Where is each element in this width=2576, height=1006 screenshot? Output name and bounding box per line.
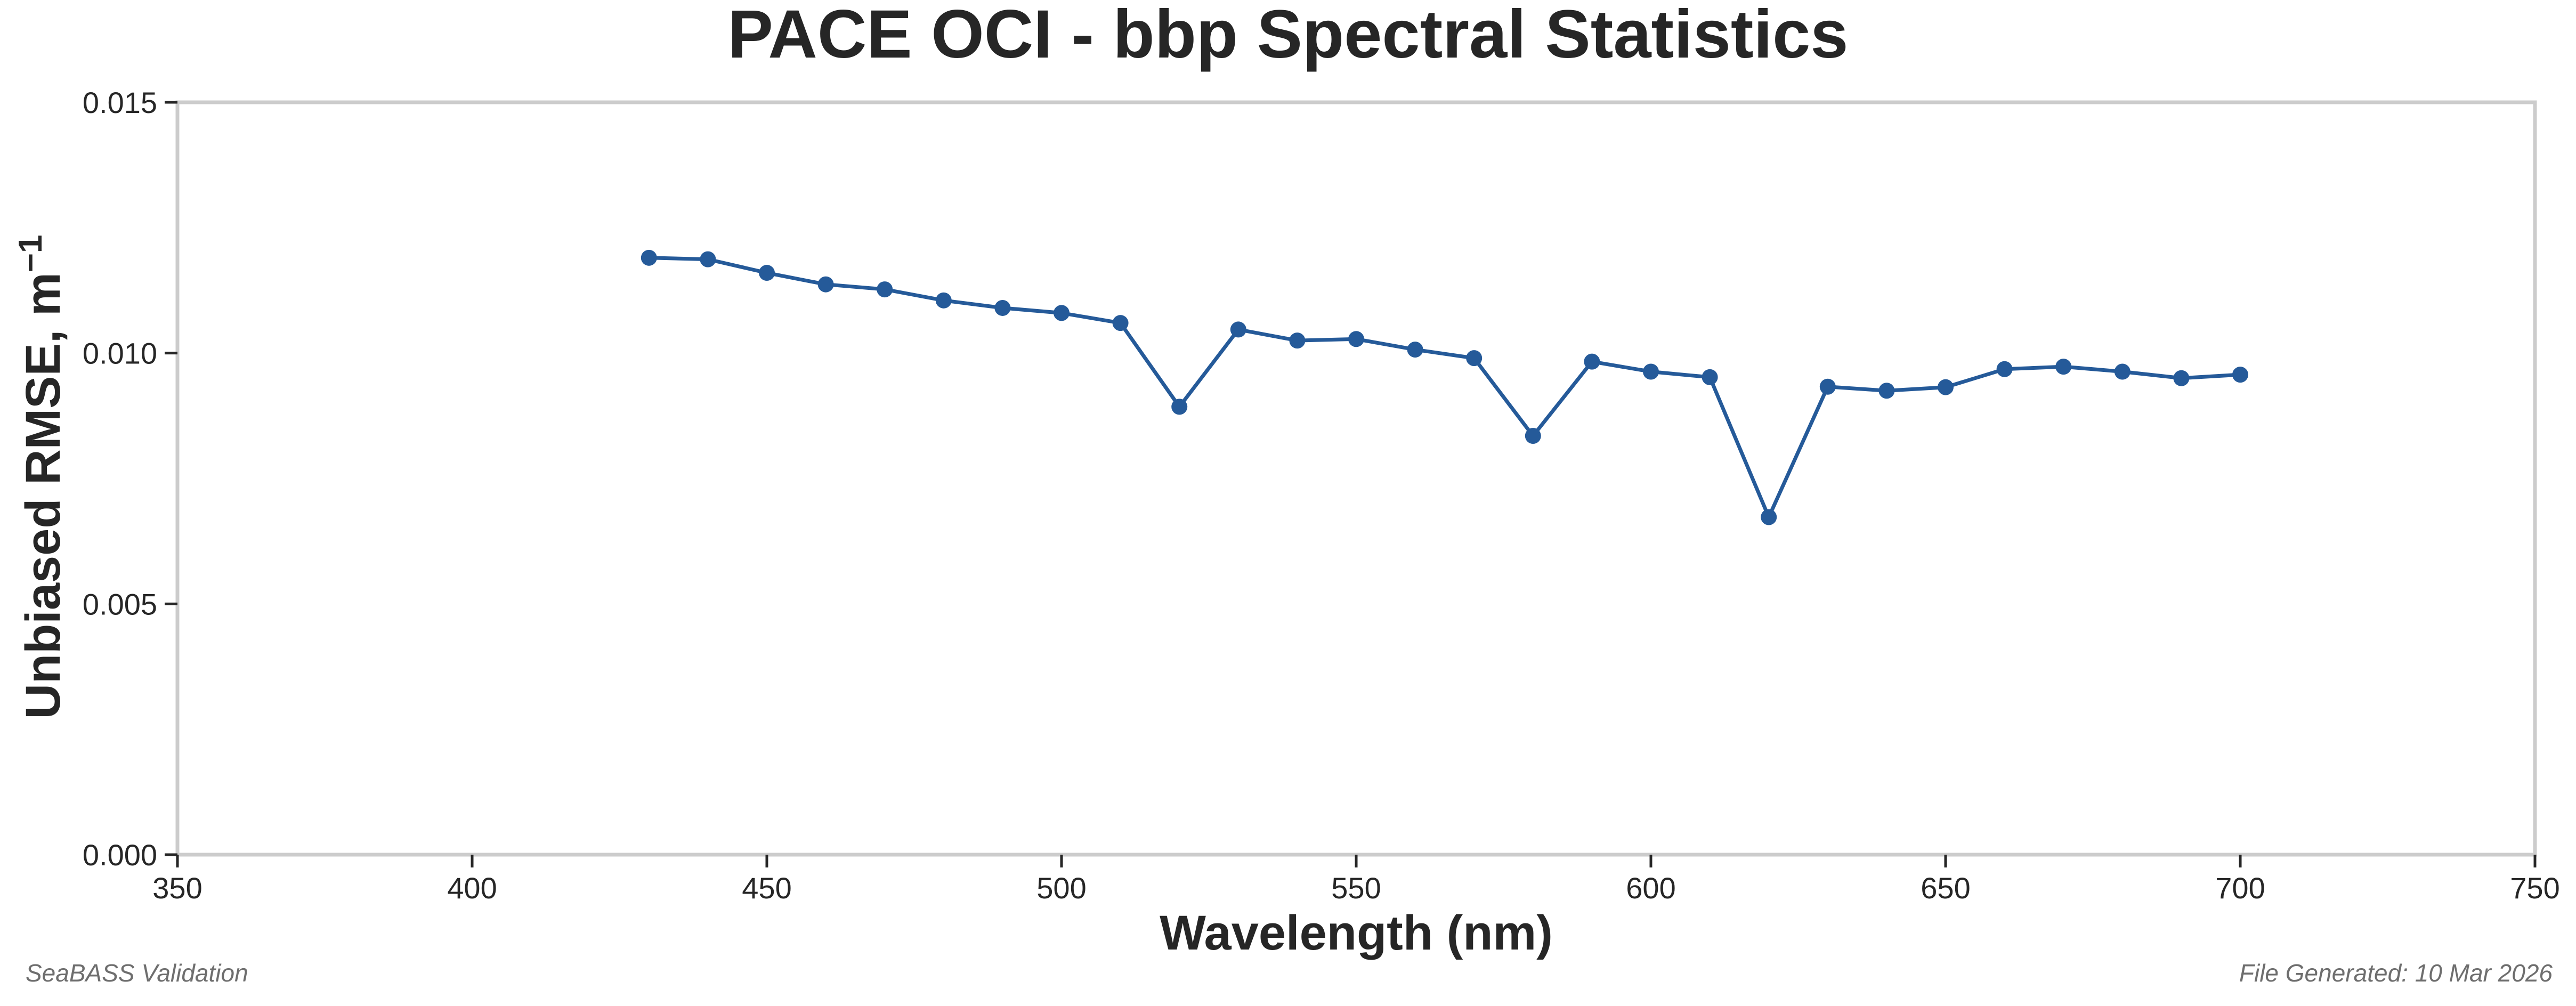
x-tick-label: 750 xyxy=(2510,871,2559,905)
data-point xyxy=(2173,370,2190,386)
data-point xyxy=(2114,363,2131,380)
y-tick-label: 0.000 xyxy=(83,838,157,872)
y-tick-label: 0.015 xyxy=(83,86,157,119)
data-point xyxy=(1112,315,1129,331)
data-point xyxy=(1230,321,1246,338)
y-tick-label: 0.010 xyxy=(83,337,157,370)
footer-right-note: File Generated: 10 Mar 2026 xyxy=(2239,959,2553,987)
data-point xyxy=(1702,369,1718,385)
data-point xyxy=(1878,383,1895,399)
data-point xyxy=(759,265,775,281)
x-tick-label: 400 xyxy=(447,871,497,905)
series-layer xyxy=(641,249,2248,525)
axes: 350 400 450 500 550 600 650 700 750 0.000 0.005 0.0… xyxy=(83,86,2560,905)
series-line xyxy=(647,256,2242,519)
x-tick-label: 350 xyxy=(152,871,202,905)
data-point xyxy=(1525,427,1541,444)
data-point xyxy=(1054,305,1070,321)
data-point xyxy=(2232,367,2248,383)
data-point xyxy=(1466,350,1483,367)
data-point xyxy=(1289,332,1306,349)
x-tick-label: 500 xyxy=(1036,871,1086,905)
data-point xyxy=(1761,509,1777,525)
data-point xyxy=(994,299,1011,316)
data-point xyxy=(2055,359,2072,375)
x-tick-label: 600 xyxy=(1626,871,1675,905)
data-point xyxy=(817,276,834,293)
plot-frame xyxy=(175,100,2537,857)
x-tick-label: 650 xyxy=(1921,871,1970,905)
data-point xyxy=(1407,342,1423,358)
data-point xyxy=(1996,361,2013,377)
data-point xyxy=(877,281,893,298)
data-point xyxy=(1171,399,1188,415)
data-point xyxy=(1643,363,1659,380)
data-point xyxy=(1348,331,1364,347)
x-tick-label: 700 xyxy=(2215,871,2265,905)
data-point xyxy=(1938,379,1954,395)
y-axis-label-superscript: −1 xyxy=(12,234,49,272)
y-axis-label: Unbiased RMSE, m−1 xyxy=(12,234,70,719)
x-tick-label: 550 xyxy=(1331,871,1381,905)
x-tick-label: 450 xyxy=(742,871,791,905)
data-point xyxy=(935,292,952,309)
x-axis-label: Wavelength (nm) xyxy=(1160,906,1553,960)
data-point xyxy=(700,251,716,267)
data-point xyxy=(1584,353,1600,370)
chart-title: PACE OCI - bbp Spectral Statistics xyxy=(728,0,1849,72)
footer-left-note: SeaBASS Validation xyxy=(26,959,248,987)
data-point xyxy=(641,249,657,266)
data-point xyxy=(1819,378,1836,395)
y-tick-label: 0.005 xyxy=(83,587,157,621)
y-axis-label-main: Unbiased RMSE, m xyxy=(16,272,70,719)
